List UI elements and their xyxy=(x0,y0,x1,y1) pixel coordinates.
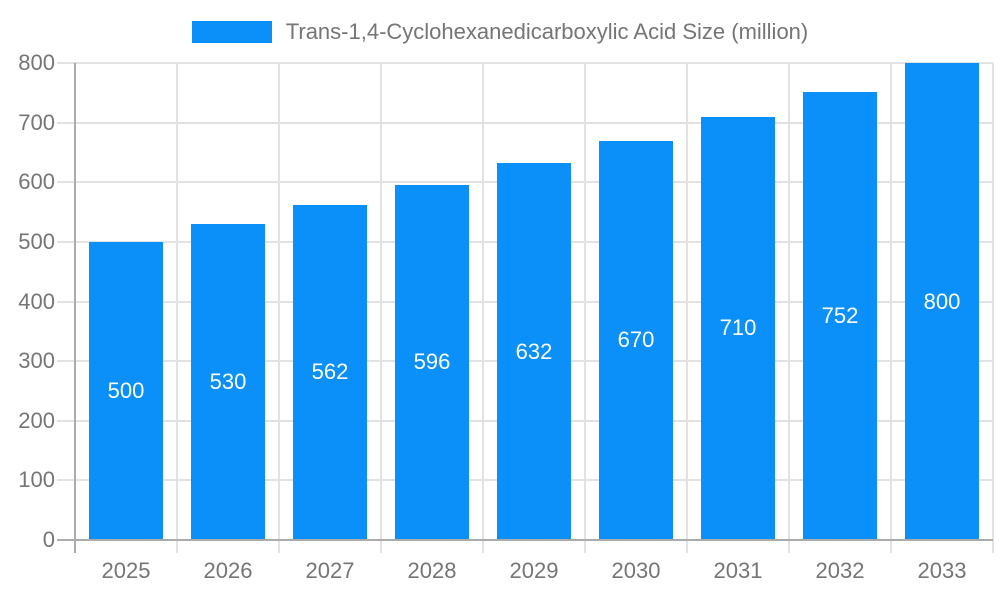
x-tick-label: 2032 xyxy=(815,558,865,583)
bar[interactable]: 530 xyxy=(191,224,265,540)
vertical-gridline xyxy=(482,63,484,553)
bar-value-label: 530 xyxy=(209,369,247,394)
y-tick-label: 400 xyxy=(18,288,55,314)
horizontal-gridline xyxy=(57,62,993,64)
vertical-gridline xyxy=(788,63,790,553)
vertical-gridline xyxy=(992,63,994,553)
x-tick-label: 2029 xyxy=(509,558,559,583)
bar-value-label: 562 xyxy=(311,359,349,385)
bar-value-label: 632 xyxy=(515,338,553,364)
bar[interactable]: 562 xyxy=(293,204,367,540)
x-tick-label: 2033 xyxy=(917,558,967,583)
vertical-gridline xyxy=(890,63,892,553)
bar[interactable]: 632 xyxy=(497,163,571,540)
x-tick-label: 2031 xyxy=(713,558,763,583)
legend-label: Trans-1,4-Cyclohexanedicarboxylic Acid S… xyxy=(285,19,809,44)
y-tick-label: 200 xyxy=(18,407,55,433)
vertical-gridline xyxy=(379,63,382,553)
bar-value-label: 752 xyxy=(821,302,859,328)
bar[interactable]: 596 xyxy=(395,184,469,540)
bar[interactable]: 752 xyxy=(803,91,877,540)
y-tick-label: 0 xyxy=(42,527,55,552)
bar-value-label: 710 xyxy=(719,315,757,341)
x-axis-labels: 2025 2026 2027 2028 2029 2030 2031 2032 2033 xyxy=(75,558,993,586)
legend[interactable]: Trans-1,4-Cyclohexanedicarboxylic Acid S… xyxy=(0,19,1000,45)
x-tick-label: 2028 xyxy=(407,558,457,583)
bar-value-label: 596 xyxy=(413,349,451,375)
plot-area: 500 530 562 596 632 670 710 752 800 xyxy=(57,62,994,553)
y-axis-labels: 0 100 200 300 400 500 600 700 800 xyxy=(0,50,55,552)
horizontal-gridline xyxy=(57,121,993,124)
y-tick-label: 600 xyxy=(18,169,55,195)
bar[interactable]: 670 xyxy=(599,140,673,540)
y-tick-label: 800 xyxy=(18,50,55,75)
x-tick-label: 2030 xyxy=(611,558,661,583)
bar[interactable]: 710 xyxy=(701,116,775,540)
y-tick-label: 700 xyxy=(18,109,55,135)
x-axis-line xyxy=(57,539,993,541)
x-tick-label: 2026 xyxy=(203,558,253,583)
x-tick-label: 2027 xyxy=(305,558,355,583)
vertical-gridline xyxy=(278,63,280,553)
bar[interactable]: 500 xyxy=(89,241,163,540)
vertical-gridline xyxy=(685,63,688,553)
bar[interactable]: 800 xyxy=(905,63,979,540)
y-tick-label: 100 xyxy=(18,467,55,493)
vertical-gridline xyxy=(176,63,178,553)
bar-value-label: 500 xyxy=(107,377,145,403)
vertical-gridline xyxy=(584,63,586,553)
y-tick-label: 500 xyxy=(18,228,55,254)
y-axis-line xyxy=(74,63,76,553)
legend-swatch xyxy=(191,21,272,43)
bar-value-label: 800 xyxy=(923,288,961,314)
x-tick-label: 2025 xyxy=(101,558,151,583)
y-tick-label: 300 xyxy=(18,348,55,374)
bar-value-label: 670 xyxy=(617,327,655,353)
